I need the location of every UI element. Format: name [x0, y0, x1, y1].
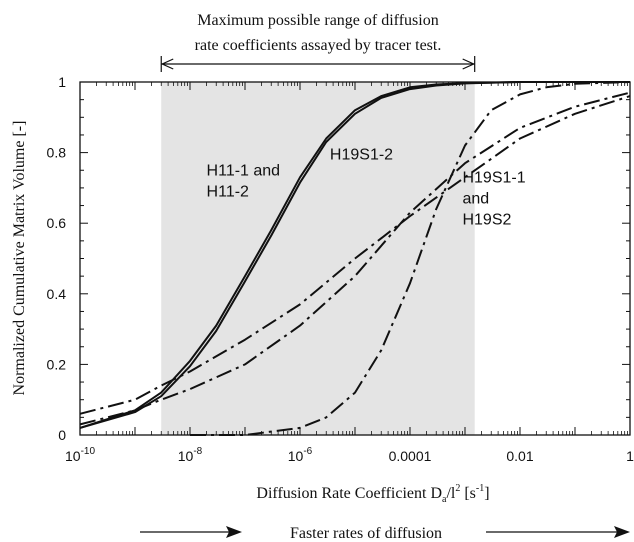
x-axis-label: Diffusion Rate Coefficient Da/l2 [s-1] [256, 483, 489, 505]
range-annotation-line-2: rate coefficients assayed by tracer test… [195, 37, 442, 54]
shaded-range [161, 82, 475, 435]
range-arrow-head-left [160, 58, 174, 70]
range-arrow [160, 56, 476, 72]
range-annotation-line-1: Maximum possible range of diffusion [197, 12, 438, 29]
plot-area: 0 0.2 0.4 0.6 0.8 1 10-10 10-8 10-6 0.0001 0.01 1 H1… [47, 74, 634, 464]
y-tick-label: 0 [58, 427, 66, 443]
x-tick-label: 10-6 [288, 446, 313, 464]
x-tick-label: 0.0001 [389, 448, 432, 464]
series-line-5 [79, 91, 631, 426]
series-label-2: H19S1-2 [330, 147, 393, 164]
y-tick-label: 0.4 [47, 286, 67, 302]
series-label-3: H19S1-1 and H19S2 [462, 170, 525, 229]
footer-annotation: Faster rates of diffusion [290, 525, 442, 542]
y-axis-label: Normalized Cumulative Matrix Volume [-] [11, 121, 28, 396]
range-arrow-head-right [462, 58, 476, 70]
y-tick-label: 0.2 [47, 356, 67, 372]
series-line-2 [79, 81, 630, 429]
footer-arrow-left [140, 526, 242, 538]
x-tick-label: 10-8 [178, 446, 203, 464]
y-tick-label: 0.6 [47, 215, 67, 231]
series-label-1: H11-1 and H11-2 [207, 163, 281, 201]
series-line-4 [79, 95, 631, 415]
y-tick-label: 1 [58, 74, 66, 90]
x-tick-label: 10-10 [65, 446, 95, 464]
y-tick-label: 0.8 [47, 145, 67, 161]
footer-arrow-right [486, 526, 630, 538]
x-tick-label: 0.01 [506, 448, 533, 464]
x-tick-label: 1 [626, 448, 634, 464]
